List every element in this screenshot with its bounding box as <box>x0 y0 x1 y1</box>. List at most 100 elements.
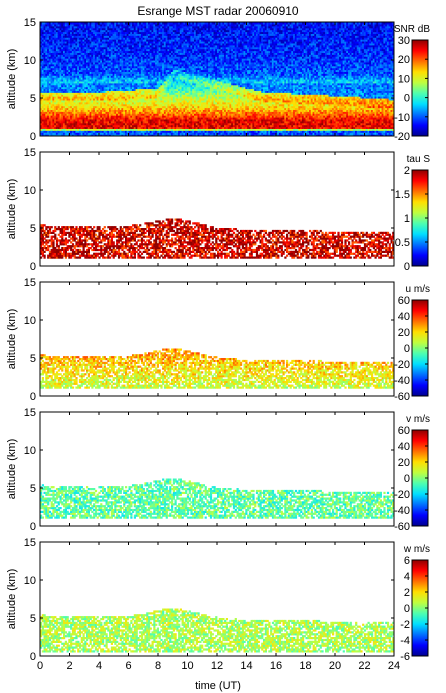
heatmap-cell <box>130 77 133 80</box>
heatmap-cell <box>71 86 75 90</box>
heatmap-cell <box>116 54 119 57</box>
heatmap-cell <box>52 117 55 120</box>
heatmap-cell <box>133 124 137 128</box>
heatmap-cell <box>41 71 45 74</box>
heatmap-cell <box>86 33 89 36</box>
heatmap-cell <box>70 101 73 105</box>
heatmap-cell <box>117 35 121 38</box>
heatmap-cell <box>158 88 161 91</box>
heatmap-cell <box>50 31 53 34</box>
heatmap-cell <box>52 42 55 46</box>
heatmap-cell <box>121 46 124 50</box>
heatmap-cell <box>140 41 144 44</box>
heatmap-cell <box>71 126 75 129</box>
heatmap-cell <box>102 128 105 131</box>
heatmap-cell <box>77 132 80 135</box>
heatmap-cell <box>48 80 52 84</box>
heatmap-cell <box>103 115 107 118</box>
heatmap-cell <box>98 101 101 105</box>
heatmap-cell <box>66 109 69 112</box>
heatmap-cell <box>86 63 89 67</box>
heatmap-cell <box>63 27 66 31</box>
heatmap-cell <box>41 92 45 95</box>
heatmap-cell <box>110 115 114 118</box>
heatmap-cell <box>40 134 43 136</box>
heatmap-cell <box>91 35 94 38</box>
heatmap-cell <box>61 77 64 80</box>
heatmap-cell <box>91 99 94 103</box>
heatmap-cell <box>77 35 80 38</box>
heatmap-cell <box>149 90 153 93</box>
heatmap-cell <box>156 69 160 72</box>
heatmap-cell <box>142 41 146 44</box>
heatmap-cell <box>82 65 85 69</box>
heatmap-cell <box>133 35 137 38</box>
heatmap-cell <box>94 90 98 93</box>
heatmap-cell <box>114 54 117 57</box>
heatmap-cell <box>102 29 105 33</box>
heatmap-cell <box>117 73 121 76</box>
heatmap-cell <box>93 50 96 53</box>
heatmap-cell <box>117 33 121 36</box>
heatmap-cell <box>61 84 64 88</box>
heatmap-cell <box>126 111 130 114</box>
heatmap-cell <box>84 98 87 101</box>
heatmap-cell <box>57 23 61 27</box>
heatmap-cell <box>57 46 61 50</box>
heatmap-cell <box>112 134 115 136</box>
heatmap-cell <box>102 103 105 107</box>
heatmap-cell <box>77 109 80 112</box>
heatmap-cell <box>117 75 121 78</box>
heatmap-cell <box>149 56 153 59</box>
heatmap-cell <box>142 109 146 112</box>
heatmap-cell <box>48 56 52 59</box>
heatmap-cell <box>126 109 130 112</box>
heatmap-cell <box>91 132 94 135</box>
heatmap-cell <box>132 79 135 82</box>
heatmap-cell <box>114 41 117 44</box>
heatmap-cell <box>102 86 105 90</box>
heatmap-cell <box>137 86 140 90</box>
heatmap-cell <box>80 71 84 74</box>
heatmap-cell <box>144 132 147 135</box>
heatmap-cell <box>70 103 73 107</box>
heatmap-cell <box>40 96 43 99</box>
heatmap-cell <box>146 98 149 101</box>
heatmap-cell <box>82 60 85 63</box>
heatmap-cell <box>73 31 76 34</box>
heatmap-cell <box>142 118 146 122</box>
heatmap-cell <box>55 29 59 33</box>
heatmap-cell <box>117 94 121 97</box>
heatmap-cell <box>125 48 128 52</box>
heatmap-cell <box>77 42 80 46</box>
heatmap-cell <box>119 37 123 40</box>
heatmap-cell <box>149 84 153 88</box>
heatmap-cell <box>100 117 103 120</box>
heatmap-cell <box>133 122 137 126</box>
heatmap-cell <box>59 54 62 57</box>
heatmap-cell <box>73 134 76 136</box>
heatmap-cell <box>47 107 50 110</box>
heatmap-cell <box>123 90 126 93</box>
heatmap-cell <box>82 79 85 82</box>
heatmap-cell <box>133 107 137 110</box>
heatmap-cell <box>71 122 75 126</box>
heatmap-cell <box>103 73 107 76</box>
heatmap-cell <box>142 107 146 110</box>
heatmap-cell <box>144 29 147 33</box>
heatmap-cell <box>96 90 99 93</box>
heatmap-cell <box>59 113 62 116</box>
heatmap-cell <box>117 48 121 52</box>
heatmap-cell <box>102 63 105 67</box>
heatmap-cell <box>96 22 99 25</box>
heatmap-cell <box>57 98 61 101</box>
heatmap-cell <box>45 69 48 72</box>
heatmap-cell <box>121 117 124 120</box>
heatmap-cell <box>82 107 85 110</box>
heatmap-cell <box>87 98 91 101</box>
heatmap-cell <box>84 107 87 110</box>
heatmap-cell <box>105 58 108 61</box>
heatmap-cell <box>149 25 153 29</box>
heatmap-cell <box>105 120 108 124</box>
heatmap-cell <box>73 90 76 93</box>
